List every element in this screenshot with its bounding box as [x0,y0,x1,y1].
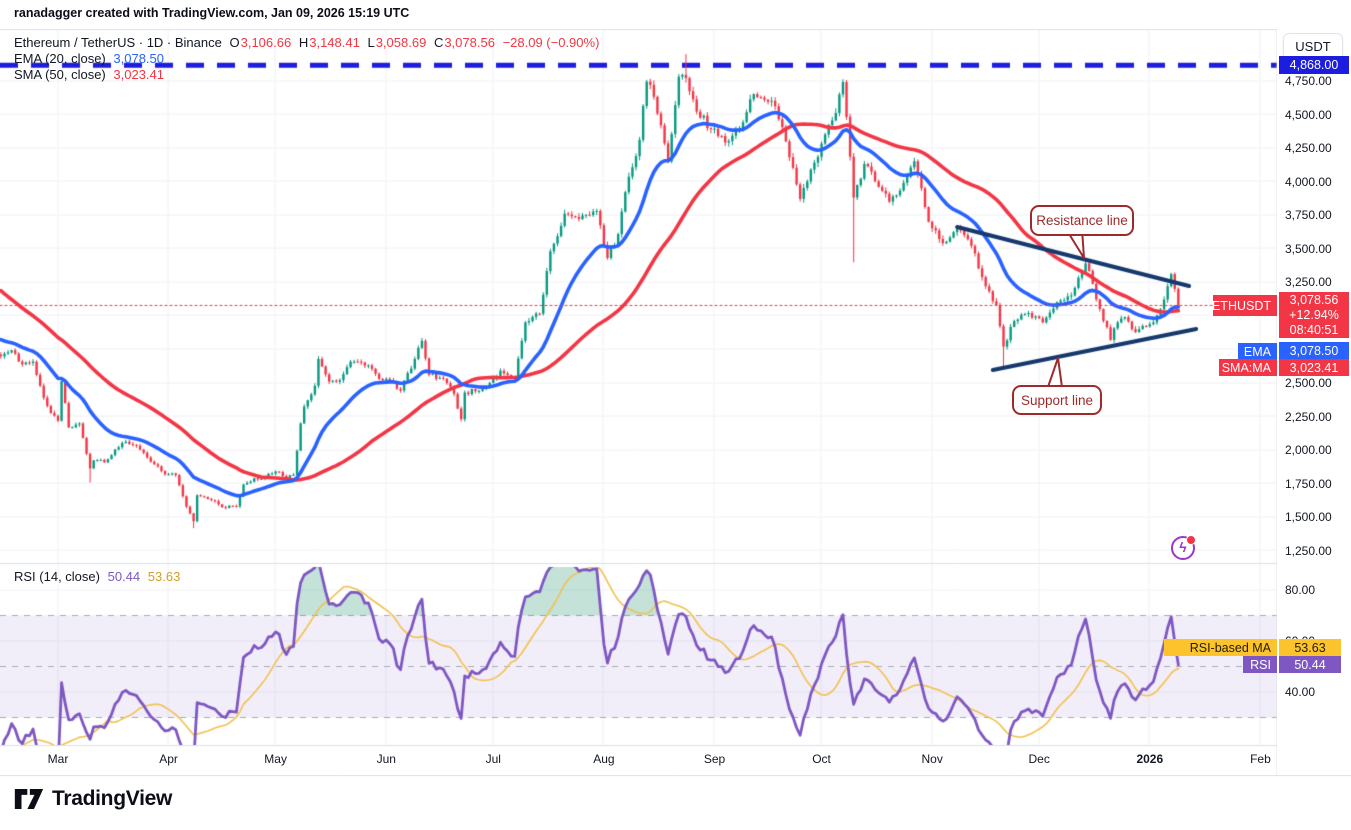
price-axis-label: 2,000.00 [1285,443,1332,458]
currency-button[interactable]: USDT [1283,33,1343,60]
symbol-label-badge: ETHUSDT [1212,295,1277,316]
sma-label-badge: SMA:MA [1219,359,1277,376]
change-percent: +12.94% [1289,307,1339,322]
close-value: 3,078.56 [444,35,495,50]
time-axis-label: Nov [921,752,943,766]
rsi-ma-label-badge: RSI-based MA [1164,639,1277,656]
rsi-axis-label: 40.00 [1285,685,1316,699]
bar-countdown: 08:40:51 [1289,322,1339,337]
rsi-ma-value-badge: 53.63 [1279,639,1341,656]
support-callout-tail [1047,357,1063,388]
time-axis-label: Apr [159,752,178,766]
time-axis-label: Dec [1028,752,1050,766]
ema-legend-row[interactable]: EMA (20, close) 3,078.50 [14,51,168,66]
resistance-callout-tail [1065,229,1085,259]
symbol-price-badge: 3,078.56 +12.94% 08:40:51 [1279,292,1349,338]
attribution-text: ranadagger created with TradingView.com,… [14,6,410,20]
time-axis-label: 2026 [1136,752,1164,766]
resistance-callout[interactable]: Resistance line [1030,205,1134,236]
time-axis[interactable]: Mar Apr May Jun Jul Aug Sep Oct Nov Dec 2026 Feb [0,745,1351,775]
price-axis-label: 4,000.00 [1285,174,1332,189]
rsi-ma-value: 53.63 [147,569,181,584]
symbol-legend-row[interactable]: Ethereum / TetherUS · 1D · Binance O3,10… [14,35,603,50]
low-letter: L [367,35,375,50]
rsi-legend-row[interactable]: RSI (14, close) 50.44 53.63 [14,569,184,584]
price-axis-label: 2,500.00 [1285,376,1332,391]
instant-trading-button[interactable]: ϟ [1171,535,1196,560]
price-axis-label: 4,250.00 [1285,141,1332,156]
price-axis-label: 2,250.00 [1285,409,1332,424]
time-axis-label: Sep [703,752,726,766]
lightning-icon: ϟ [1179,539,1187,555]
time-axis-label: May [264,752,287,766]
sma-legend-row[interactable]: SMA (50, close) 3,023.41 [14,67,168,82]
price-axis-label: 4,500.00 [1285,107,1332,122]
close-letter: C [433,35,444,50]
support-callout[interactable]: Support line [1012,385,1102,415]
notification-dot [1186,535,1196,545]
rsi-label[interactable]: RSI (14, close) [14,569,100,584]
time-axis-label: Jun [376,752,396,766]
time-axis-label: Jul [485,752,501,766]
time-axis-label: Aug [593,752,615,766]
time-axis-label: Mar [47,752,69,766]
high-letter: H [298,35,309,50]
ema-value: 3,078.50 [113,51,164,66]
change-value: −28.09 (−0.90%) [502,35,600,50]
sma-price-badge: 3,023.41 [1279,359,1349,376]
sma-value: 3,023.41 [113,67,164,82]
ema-price-badge: 3,078.50 [1279,342,1349,360]
low-value: 3,058.69 [375,35,427,50]
ema-label-badge: EMA [1238,343,1277,360]
ema-label[interactable]: EMA (20, close) [14,51,106,66]
price-axis-label: 3,750.00 [1285,208,1332,223]
time-axis-label: Oct [812,752,831,766]
ath-price-badge: 4,868.00 [1279,56,1349,75]
price-axis-label: 1,250.00 [1285,543,1332,558]
tradingview-logo-icon [14,789,44,809]
open-value: 3,106.66 [240,35,292,50]
rsi-label-badge: RSI [1243,656,1277,673]
last-price: 3,078.56 [1289,292,1339,307]
high-value: 3,148.41 [309,35,360,50]
support-callout-label: Support line [1020,392,1094,408]
price-axis-label: 4,750.00 [1285,74,1332,88]
price-axis-label: 1,500.00 [1285,510,1332,525]
time-axis-label: Feb [1250,752,1271,766]
open-letter: O [229,35,240,50]
tradingview-logo-text: TradingView [52,787,173,810]
tradingview-logo[interactable]: TradingView [14,786,172,812]
price-axis-label: 1,750.00 [1285,476,1332,491]
sma-label[interactable]: SMA (50, close) [14,67,106,82]
symbol-title[interactable]: Ethereum / TetherUS · 1D · Binance [14,35,222,50]
rsi-value-badge: 50.44 [1279,656,1341,673]
price-axis-label: 3,250.00 [1285,275,1332,290]
rsi-value: 50.44 [107,569,141,584]
rsi-axis-label: 80.00 [1285,583,1316,597]
resistance-callout-label: Resistance line [1036,213,1128,228]
price-axis-label: 3,500.00 [1285,241,1332,256]
